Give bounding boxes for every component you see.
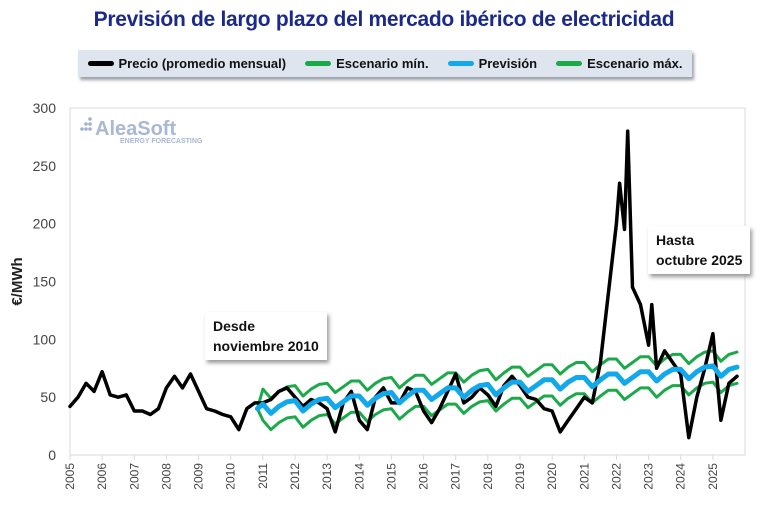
x-tick-label: 2018 (481, 463, 495, 490)
x-tick-label: 2011 (256, 463, 270, 489)
y-axis-label: €/MWh (9, 257, 26, 305)
x-tick-label: 2017 (449, 463, 463, 490)
y-tick-label: 0 (48, 447, 56, 463)
legend: Precio (promedio mensual) Escenario mín.… (78, 50, 692, 77)
series-line-escenario-min (255, 380, 739, 432)
series-line-prevision (254, 363, 740, 416)
annotation-line: noviembre 2010 (213, 338, 319, 354)
x-tick-label: 2007 (127, 463, 141, 490)
legend-label: Precio (promedio mensual) (118, 56, 287, 71)
x-tick-label: 2025 (706, 463, 720, 490)
legend-label: Escenario máx. (587, 56, 683, 71)
legend-swatch (556, 61, 583, 66)
x-tick-label: 2014 (352, 463, 366, 490)
annotation-end: Hasta octubre 2025 (648, 226, 751, 274)
x-tick-label: 2020 (545, 463, 559, 490)
annotation-line: octubre 2025 (656, 252, 743, 268)
legend-swatch (305, 61, 332, 66)
x-tick-label: 2023 (642, 463, 656, 490)
watermark-dot (84, 127, 88, 131)
x-tick-label: 2013 (320, 463, 334, 490)
x-tick-label: 2008 (159, 463, 173, 490)
y-tick-label: 200 (33, 216, 57, 232)
x-tick-label: 2005 (63, 463, 77, 490)
y-tick-label: 150 (33, 274, 57, 290)
x-tick-label: 2009 (192, 463, 206, 490)
legend-label: Escenario mín. (336, 56, 429, 71)
annotation-start: Desde noviembre 2010 (205, 312, 327, 360)
annotation-line: Hasta (656, 232, 695, 248)
legend-label: Previsión (478, 56, 538, 71)
legend-item-prevision: Previsión (447, 56, 538, 71)
y-tick-label: 300 (33, 100, 57, 116)
legend-swatch (447, 61, 474, 66)
x-tick-label: 2015 (384, 463, 398, 490)
x-tick-label: 2021 (577, 463, 591, 490)
plot-area (69, 107, 746, 456)
watermark-tagline: ENERGY FORECASTING (120, 138, 203, 145)
annotation-line: Desde (213, 318, 256, 334)
x-tick-label: 2010 (224, 463, 238, 490)
chart-title: Previsión de largo plazo del mercado ibé… (93, 8, 675, 31)
x-tick-label: 2019 (513, 463, 527, 490)
y-tick-label: 250 (33, 158, 57, 174)
x-tick-label: 2022 (609, 463, 623, 490)
legend-item-precio: Precio (promedio mensual) (87, 56, 287, 71)
watermark-logo: AleaSoft (95, 118, 176, 140)
legend-swatch (87, 61, 114, 66)
x-tick-label: 2012 (288, 463, 302, 490)
watermark-dot (88, 122, 92, 126)
watermark-dot (84, 122, 88, 126)
y-tick-label: 100 (33, 331, 57, 347)
watermark-dot (88, 127, 92, 131)
legend-item-min: Escenario mín. (305, 56, 429, 71)
x-tick-label: 2024 (674, 463, 688, 490)
y-tick-label: 50 (40, 389, 56, 405)
watermark-dot (88, 117, 92, 121)
x-tick-label: 2016 (417, 463, 431, 490)
legend-item-max: Escenario máx. (556, 56, 683, 71)
x-tick-label: 2006 (95, 463, 109, 490)
watermark-dot (80, 127, 84, 131)
